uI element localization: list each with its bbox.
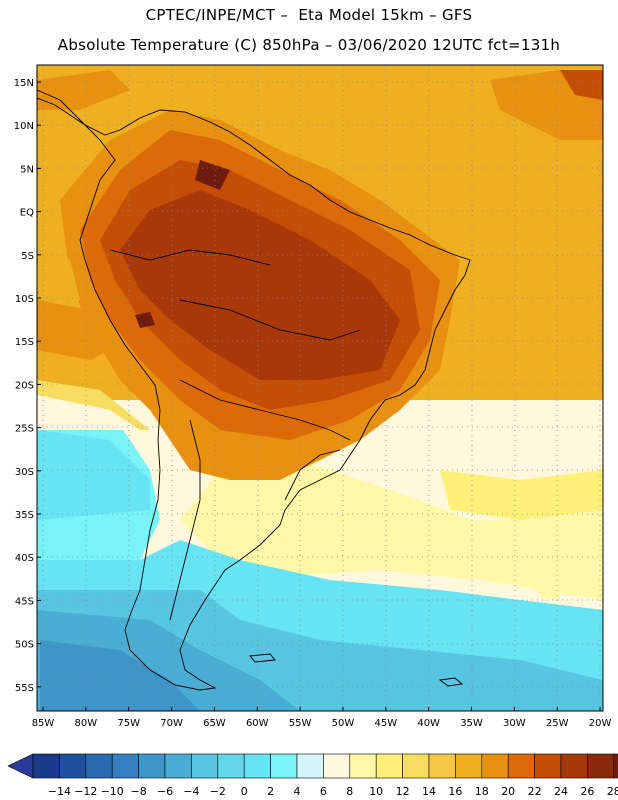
lat-label: 55S xyxy=(15,683,34,694)
colorbar-swatch xyxy=(428,753,456,779)
lat-label: 40S xyxy=(15,553,34,564)
colorbar-label: −4 xyxy=(183,785,199,798)
lat-label: 5N xyxy=(20,164,34,175)
colorbar-label: 18 xyxy=(475,785,489,798)
lat-label: 20S xyxy=(15,380,34,391)
colorbar-swatch xyxy=(323,753,351,779)
colorbar-label: 2 xyxy=(267,785,274,798)
colorbar-label: −6 xyxy=(157,785,173,798)
colorbar-label: 14 xyxy=(422,785,436,798)
colorbar-swatch xyxy=(217,753,245,779)
colorbar-swatch xyxy=(270,753,298,779)
colorbar-swatch xyxy=(111,753,139,779)
longitude-labels: 85W 80W 75W 70W 65W 60W 55W 50W 45W 40W 35W 30W 25W 2… xyxy=(32,707,612,729)
colorbar-swatch xyxy=(349,753,377,779)
colorbar-swatch xyxy=(85,753,113,779)
colorbar-label: 20 xyxy=(501,785,515,798)
title-line-1: CPTEC/INPE/MCT – Eta Model 15km – GFS xyxy=(145,6,473,24)
lon-label: 60W xyxy=(246,718,269,729)
lon-label: 30W xyxy=(503,718,526,729)
lat-label: EQ xyxy=(20,208,34,219)
colorbar-label: 8 xyxy=(346,785,353,798)
lat-label: 10S xyxy=(15,294,34,305)
colorbar-label: −2 xyxy=(210,785,226,798)
lat-label: 15S xyxy=(15,337,34,348)
lat-label: 25S xyxy=(15,424,34,435)
colorbar-swatch xyxy=(507,753,535,779)
lon-label: 75W xyxy=(117,718,140,729)
colorbar-swatch xyxy=(402,753,430,779)
lon-label: 70W xyxy=(160,718,183,729)
colorbar-label: −12 xyxy=(74,785,97,798)
colorbar: −14 −12 −10 −8 −6 −4 −2 0 2 4 6 8 10 12 14 16 18 20 22 24 26… xyxy=(7,753,618,798)
colorbar-swatch xyxy=(455,753,483,779)
colorbar-swatch xyxy=(32,753,60,779)
lat-label: 30S xyxy=(15,467,34,478)
latitude-labels: 15N 10N 5N EQ 5S 10S 15S 20S 25S 30S 35S 40S 45S 50S 5… xyxy=(14,78,41,694)
colorbar-swatch xyxy=(481,753,509,779)
colorbar-label: 0 xyxy=(241,785,248,798)
lon-label: 35W xyxy=(460,718,483,729)
colorbar-under-arrow xyxy=(7,753,34,779)
map-frame xyxy=(36,64,604,712)
colorbar-swatch xyxy=(243,753,271,779)
colorbar-swatch xyxy=(138,753,166,779)
title-line-2: Absolute Temperature (C) 850hPa – 03/06/… xyxy=(57,36,561,54)
lon-label: 20W xyxy=(589,718,612,729)
colorbar-label: −14 xyxy=(48,785,71,798)
colorbar-swatch xyxy=(59,753,87,779)
lon-label: 40W xyxy=(417,718,440,729)
lon-label: 80W xyxy=(75,718,98,729)
colorbar-label: 4 xyxy=(294,785,301,798)
colorbar-label: 24 xyxy=(554,785,568,798)
colorbar-label: 16 xyxy=(448,785,462,798)
colorbar-swatch xyxy=(375,753,403,779)
colorbar-label: −8 xyxy=(130,785,146,798)
colorbar-swatch xyxy=(534,753,562,779)
lon-label: 85W xyxy=(32,718,55,729)
lat-label: 5S xyxy=(21,251,34,262)
colorbar-label: 12 xyxy=(396,785,410,798)
lon-label: 50W xyxy=(332,718,355,729)
lat-label: 45S xyxy=(15,596,34,607)
lat-label: 10N xyxy=(14,121,34,132)
coastlines xyxy=(37,89,471,691)
colorbar-label: 28 xyxy=(607,785,618,798)
colorbar-label: 10 xyxy=(369,785,383,798)
colorbar-swatch xyxy=(587,753,615,779)
lon-label: 65W xyxy=(203,718,226,729)
colorbar-label: 22 xyxy=(528,785,542,798)
lat-label: 15N xyxy=(14,78,34,89)
colorbar-swatch xyxy=(164,753,192,779)
lon-label: 45W xyxy=(374,718,397,729)
lat-label: 35S xyxy=(15,510,34,521)
colorbar-label: −10 xyxy=(101,785,124,798)
colorbar-swatch xyxy=(191,753,219,779)
colorbar-swatch xyxy=(296,753,324,779)
colorbar-label: 26 xyxy=(580,785,594,798)
temperature-field xyxy=(37,65,603,711)
lat-label: 50S xyxy=(15,640,34,651)
lon-label: 55W xyxy=(289,718,312,729)
colorbar-swatch xyxy=(560,753,588,779)
colorbar-swatch xyxy=(613,753,618,779)
lon-label: 25W xyxy=(546,718,569,729)
colorbar-label: 6 xyxy=(320,785,327,798)
